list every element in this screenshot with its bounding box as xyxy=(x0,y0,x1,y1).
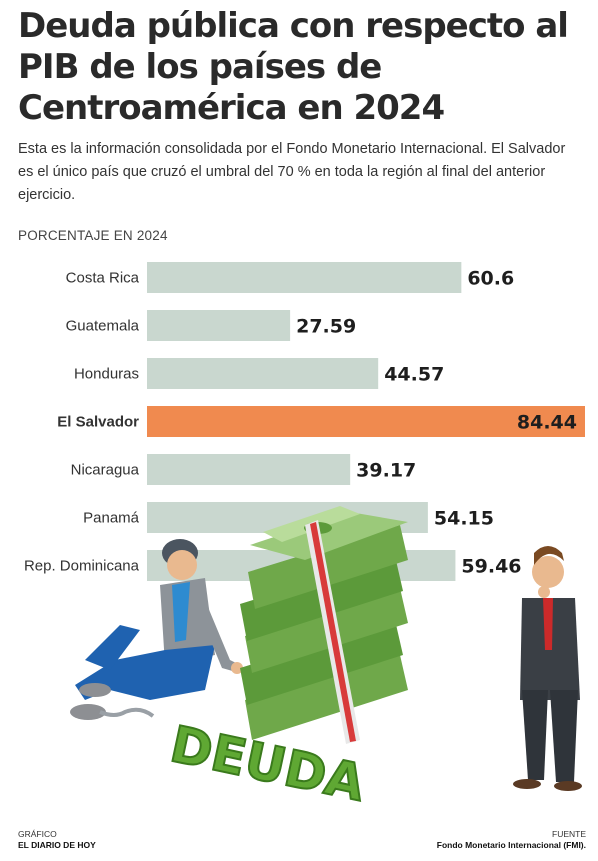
value-label: 60.6 xyxy=(467,268,514,290)
value-label: 39.17 xyxy=(356,460,416,482)
category-label: Honduras xyxy=(74,366,139,383)
credit-grafico: GRÁFICO EL DIARIO DE HOY xyxy=(18,829,96,851)
value-label: 27.59 xyxy=(296,316,356,338)
category-label: Guatemala xyxy=(66,318,140,335)
credit-fuente-value: Fondo Monetario Internacional (FMI). xyxy=(436,840,586,850)
chart-subtitle: Esta es la información consolidada por e… xyxy=(18,141,566,203)
category-label: Nicaragua xyxy=(71,462,140,479)
value-label: 44.57 xyxy=(384,364,444,386)
unit-label: PORCENTAJE EN 2024 xyxy=(18,228,168,243)
bar-chart: Costa Rica 60.6 Guatemala 27.59 Honduras 44.5… xyxy=(24,262,585,581)
bar-costa-rica xyxy=(147,262,462,293)
category-label: Rep. Dominicana xyxy=(24,558,140,575)
standing-man-figure xyxy=(513,546,582,791)
sitting-man-figure xyxy=(70,539,243,720)
money-stack xyxy=(240,506,408,744)
category-label: Panamá xyxy=(83,510,140,527)
value-label: 84.44 xyxy=(517,412,577,434)
credit-grafico-label: GRÁFICO xyxy=(18,829,57,839)
bar-honduras xyxy=(147,358,379,389)
credit-grafico-value: EL DIARIO DE HOY xyxy=(18,840,96,850)
value-label: 59.46 xyxy=(461,556,521,578)
value-label: 54.15 xyxy=(434,508,494,530)
bar-guatemala xyxy=(147,310,291,341)
credit-fuente: FUENTE Fondo Monetario Internacional (FM… xyxy=(437,829,586,851)
bar-el-salvador xyxy=(147,406,585,437)
category-label: Costa Rica xyxy=(66,270,140,287)
credit-fuente-label: FUENTE xyxy=(552,829,586,839)
category-label: El Salvador xyxy=(57,414,139,431)
bar-nicaragua xyxy=(147,454,351,485)
chart-title: Deuda pública con respecto al PIB de los… xyxy=(18,6,569,128)
